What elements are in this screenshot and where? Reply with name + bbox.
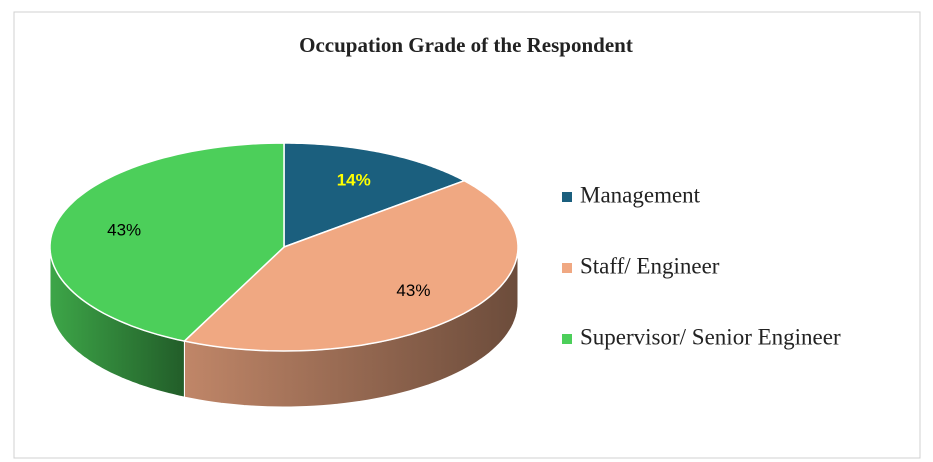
legend-label: Supervisor/ Senior Engineer	[580, 324, 841, 349]
pie-slice	[283, 142, 467, 249]
legend-swatch	[562, 334, 572, 344]
data-label: 14%	[337, 171, 371, 190]
legend-label: Staff/ Engineer	[580, 253, 720, 278]
data-label: 43%	[396, 281, 430, 300]
pie-slice	[49, 142, 285, 342]
legend-swatch	[562, 263, 572, 273]
legend-label: Management	[580, 182, 701, 207]
chart-title: Occupation Grade of the Respondent	[299, 33, 633, 57]
data-label: 43%	[107, 221, 141, 240]
pie-slice	[182, 179, 519, 352]
legend-swatch	[562, 192, 572, 202]
